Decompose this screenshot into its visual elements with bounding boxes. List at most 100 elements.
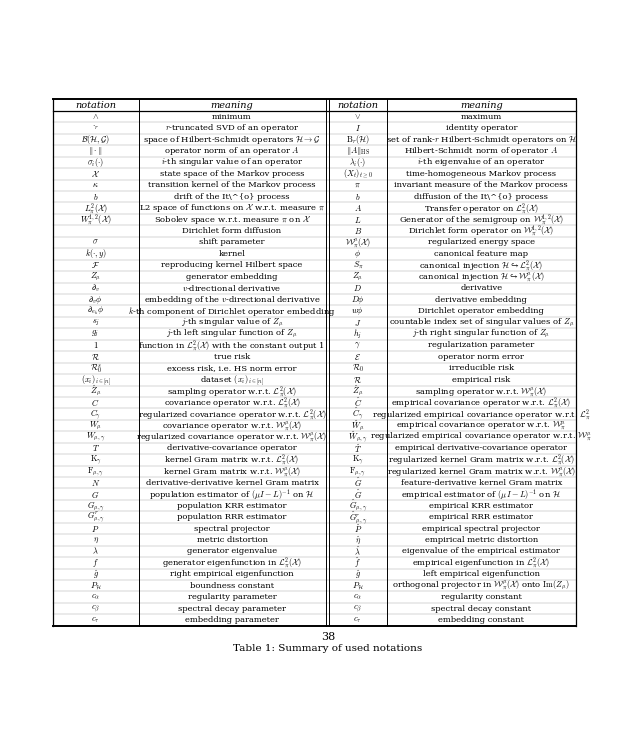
Text: L2 space of functions on $\mathcal{X}$ w.r.t. measure $\pi$: L2 space of functions on $\mathcal{X}$ w… [139, 202, 325, 214]
Text: $S_\pi$: $S_\pi$ [353, 260, 363, 271]
Text: 38: 38 [321, 632, 335, 642]
Text: $\vee$: $\vee$ [354, 112, 362, 121]
Text: eigenvalue of the empirical estimator: eigenvalue of the empirical estimator [403, 548, 560, 556]
Text: $\mathrm{F}_{\mu,\gamma}$: $\mathrm{F}_{\mu,\gamma}$ [349, 465, 366, 478]
Text: $I$: $I$ [355, 123, 361, 133]
Text: $c_\beta$: $c_\beta$ [353, 603, 362, 614]
Text: $D\phi$: $D\phi$ [351, 293, 365, 305]
Text: $N$: $N$ [91, 478, 100, 487]
Text: $j$-th singular value of $Z_\mu$: $j$-th singular value of $Z_\mu$ [180, 317, 284, 328]
Text: time-homogeneous Markov process: time-homogeneous Markov process [406, 170, 556, 178]
Text: $s_j$: $s_j$ [92, 317, 100, 328]
Text: $\|A\|_{\mathrm{HS}}$: $\|A\|_{\mathrm{HS}}$ [346, 145, 370, 157]
Text: $i$-th singular value of an operator: $i$-th singular value of an operator [161, 156, 303, 169]
Text: transition kernel of the Markov process: transition kernel of the Markov process [148, 181, 316, 189]
Text: $D$: $D$ [353, 283, 362, 293]
Text: population estimator of $(\mu I - L)^{-1}$ on $\mathcal{H}$: population estimator of $(\mu I - L)^{-1… [150, 487, 314, 502]
Text: regularization parameter: regularization parameter [428, 342, 534, 349]
Text: $f$: $f$ [92, 557, 99, 569]
Text: $\hat{g}$: $\hat{g}$ [93, 568, 99, 580]
Text: $\hat{C}_\gamma$: $\hat{C}_\gamma$ [352, 406, 364, 422]
Text: $\mathcal{E}$: $\mathcal{E}$ [355, 352, 361, 362]
Text: $\hat{g}$: $\hat{g}$ [355, 568, 361, 580]
Text: embedding constant: embedding constant [438, 616, 524, 624]
Text: $\partial_{e_k}\phi$: $\partial_{e_k}\phi$ [87, 305, 104, 317]
Text: $k(\cdot,y)$: $k(\cdot,y)$ [84, 247, 107, 261]
Text: $\hat{Z}_\mu$: $\hat{Z}_\mu$ [90, 384, 101, 398]
Text: state space of the Markov process: state space of the Markov process [160, 170, 304, 178]
Text: empirical RRR estimator: empirical RRR estimator [429, 513, 533, 521]
Text: $P_{\mathcal{H}}$: $P_{\mathcal{H}}$ [90, 580, 102, 591]
Text: maximum: maximum [461, 113, 502, 120]
Text: Dirichlet form diffusion: Dirichlet form diffusion [182, 227, 282, 235]
Text: $C$: $C$ [92, 398, 100, 408]
Text: empirical metric distortion: empirical metric distortion [424, 536, 538, 544]
Text: notation: notation [337, 101, 378, 110]
Text: $\hat{G}$: $\hat{G}$ [354, 476, 362, 490]
Text: $\hat{\lambda}$: $\hat{\lambda}$ [355, 545, 361, 558]
Text: invariant measure of the Markov process: invariant measure of the Markov process [394, 181, 568, 189]
Text: spectral decay constant: spectral decay constant [431, 605, 531, 613]
Text: $\hat{G}_{\mu,\gamma}$: $\hat{G}_{\mu,\gamma}$ [349, 498, 367, 513]
Text: dataset $(x_i)_{i\in[n]}$: dataset $(x_i)_{i\in[n]}$ [200, 373, 264, 386]
Text: Dirichlet operator embedding: Dirichlet operator embedding [419, 307, 544, 315]
Text: $G$: $G$ [92, 489, 100, 500]
Text: empirical eigenfunction in $\mathcal{L}^2_\pi(\mathcal{X})$: empirical eigenfunction in $\mathcal{L}^… [412, 556, 550, 571]
Text: identity operator: identity operator [445, 124, 517, 132]
Text: $\partial_v\phi$: $\partial_v\phi$ [88, 293, 103, 305]
Text: $\sigma_i(\cdot)$: $\sigma_i(\cdot)$ [87, 156, 104, 169]
Text: $w\phi$: $w\phi$ [351, 305, 364, 317]
Text: $v$-directional derivative: $v$-directional derivative [182, 283, 282, 293]
Text: population RRR estimator: population RRR estimator [177, 513, 287, 521]
Text: $P_{\mathcal{H}}$: $P_{\mathcal{H}}$ [352, 580, 364, 591]
Text: embedding parameter: embedding parameter [185, 616, 279, 624]
Text: $Z_\mu$: $Z_\mu$ [352, 270, 364, 283]
Text: $\cdot_r$: $\cdot_r$ [92, 124, 99, 132]
Text: $\hat{G}$: $\hat{G}$ [354, 487, 362, 501]
Text: space of Hilbert-Schmidt operators $\mathcal{H} \to \mathcal{G}$: space of Hilbert-Schmidt operators $\mat… [143, 134, 321, 146]
Text: $\|\cdot\|$: $\|\cdot\|$ [88, 145, 103, 157]
Text: $\hat{W}_{\mu,\gamma}$: $\hat{W}_{\mu,\gamma}$ [348, 429, 367, 444]
Text: $\hat{P}$: $\hat{P}$ [354, 522, 362, 535]
Text: kernel Gram matrix w.r.t. $\mathcal{L}^2_\pi(\mathcal{X})$: kernel Gram matrix w.r.t. $\mathcal{L}^2… [164, 452, 300, 467]
Text: empirical covariance operator w.r.t. $\mathcal{L}^2_\pi(\mathcal{X})$: empirical covariance operator w.r.t. $\m… [392, 395, 571, 410]
Text: $\hat{f}$: $\hat{f}$ [355, 556, 361, 570]
Text: empirical KRR estimator: empirical KRR estimator [429, 502, 533, 510]
Text: population KRR estimator: population KRR estimator [177, 502, 287, 510]
Text: $c_\tau$: $c_\tau$ [92, 615, 100, 625]
Text: orthogonal projector in $\mathcal{W}^\mu_\pi(\mathcal{X})$ onto $\mathrm{Im}(Z_\: orthogonal projector in $\mathcal{W}^\mu… [392, 580, 570, 592]
Text: canonical injection $\mathcal{H} \hookrightarrow \mathcal{L}^2_\pi(\mathcal{X})$: canonical injection $\mathcal{H} \hookri… [419, 258, 543, 273]
Text: $r$-truncated SVD of an operator: $r$-truncated SVD of an operator [164, 122, 300, 134]
Text: right empirical eigenfunction: right empirical eigenfunction [170, 571, 294, 578]
Text: spectral decay parameter: spectral decay parameter [178, 605, 286, 613]
Text: $k$-th component of Dirichlet operator embedding: $k$-th component of Dirichlet operator e… [128, 305, 336, 318]
Text: meaning: meaning [460, 101, 502, 110]
Text: Transfer operator on $\mathcal{L}^2_\pi(\mathcal{X})$: Transfer operator on $\mathcal{L}^2_\pi(… [424, 201, 539, 215]
Text: regularized kernel Gram matrix w.r.t. $\mathcal{L}^2_\pi(\mathcal{X})$: regularized kernel Gram matrix w.r.t. $\… [388, 452, 575, 467]
Text: $W_{\mu,\gamma}$: $W_{\mu,\gamma}$ [86, 431, 105, 444]
Text: $\lambda$: $\lambda$ [92, 546, 99, 557]
Text: $P$: $P$ [92, 524, 100, 533]
Text: derivative: derivative [460, 285, 502, 292]
Text: $\mathcal{W}^\mu_\pi(\mathcal{X})$: $\mathcal{W}^\mu_\pi(\mathcal{X})$ [345, 236, 371, 249]
Text: covariance operator w.r.t. $\mathcal{L}^2_\pi(\mathcal{X})$: covariance operator w.r.t. $\mathcal{L}^… [164, 395, 301, 410]
Text: excess risk, i.e. HS norm error: excess risk, i.e. HS norm error [167, 364, 297, 372]
Text: Sobolev space w.r.t. measure $\pi$ on $\mathcal{X}$: Sobolev space w.r.t. measure $\pi$ on $\… [154, 213, 310, 226]
Text: $\hat{W}_\mu$: $\hat{W}_\mu$ [351, 418, 365, 432]
Text: embedding of the $v$-directional derivative: embedding of the $v$-directional derivat… [144, 293, 320, 305]
Text: derivative embedding: derivative embedding [435, 296, 527, 304]
Text: sampling operator w.r.t. $\mathcal{W}^\mu_\pi(\mathcal{X})$: sampling operator w.r.t. $\mathcal{W}^\m… [415, 385, 547, 398]
Text: kernel: kernel [218, 250, 246, 258]
Text: reproducing kernel Hilbert space: reproducing kernel Hilbert space [161, 262, 303, 270]
Text: function in $\mathcal{L}^2_\pi(\mathcal{X})$ with the constant output 1: function in $\mathcal{L}^2_\pi(\mathcal{… [138, 338, 326, 353]
Text: $c_\alpha$: $c_\alpha$ [353, 593, 362, 602]
Text: shift parameter: shift parameter [199, 239, 265, 247]
Text: $\eta$: $\eta$ [93, 536, 99, 545]
Text: generator embedding: generator embedding [186, 273, 278, 281]
Text: canonical feature map: canonical feature map [435, 250, 528, 258]
Text: $\pi$: $\pi$ [355, 181, 361, 189]
Text: left empirical eigenfunction: left empirical eigenfunction [423, 571, 540, 578]
Text: Generator of the semigroup on $\mathcal{W}^{1,2}_\pi(\mathcal{X})$: Generator of the semigroup on $\mathcal{… [399, 212, 564, 227]
Text: $\hat{C}$: $\hat{C}$ [354, 396, 362, 409]
Text: regularized energy space: regularized energy space [428, 239, 535, 247]
